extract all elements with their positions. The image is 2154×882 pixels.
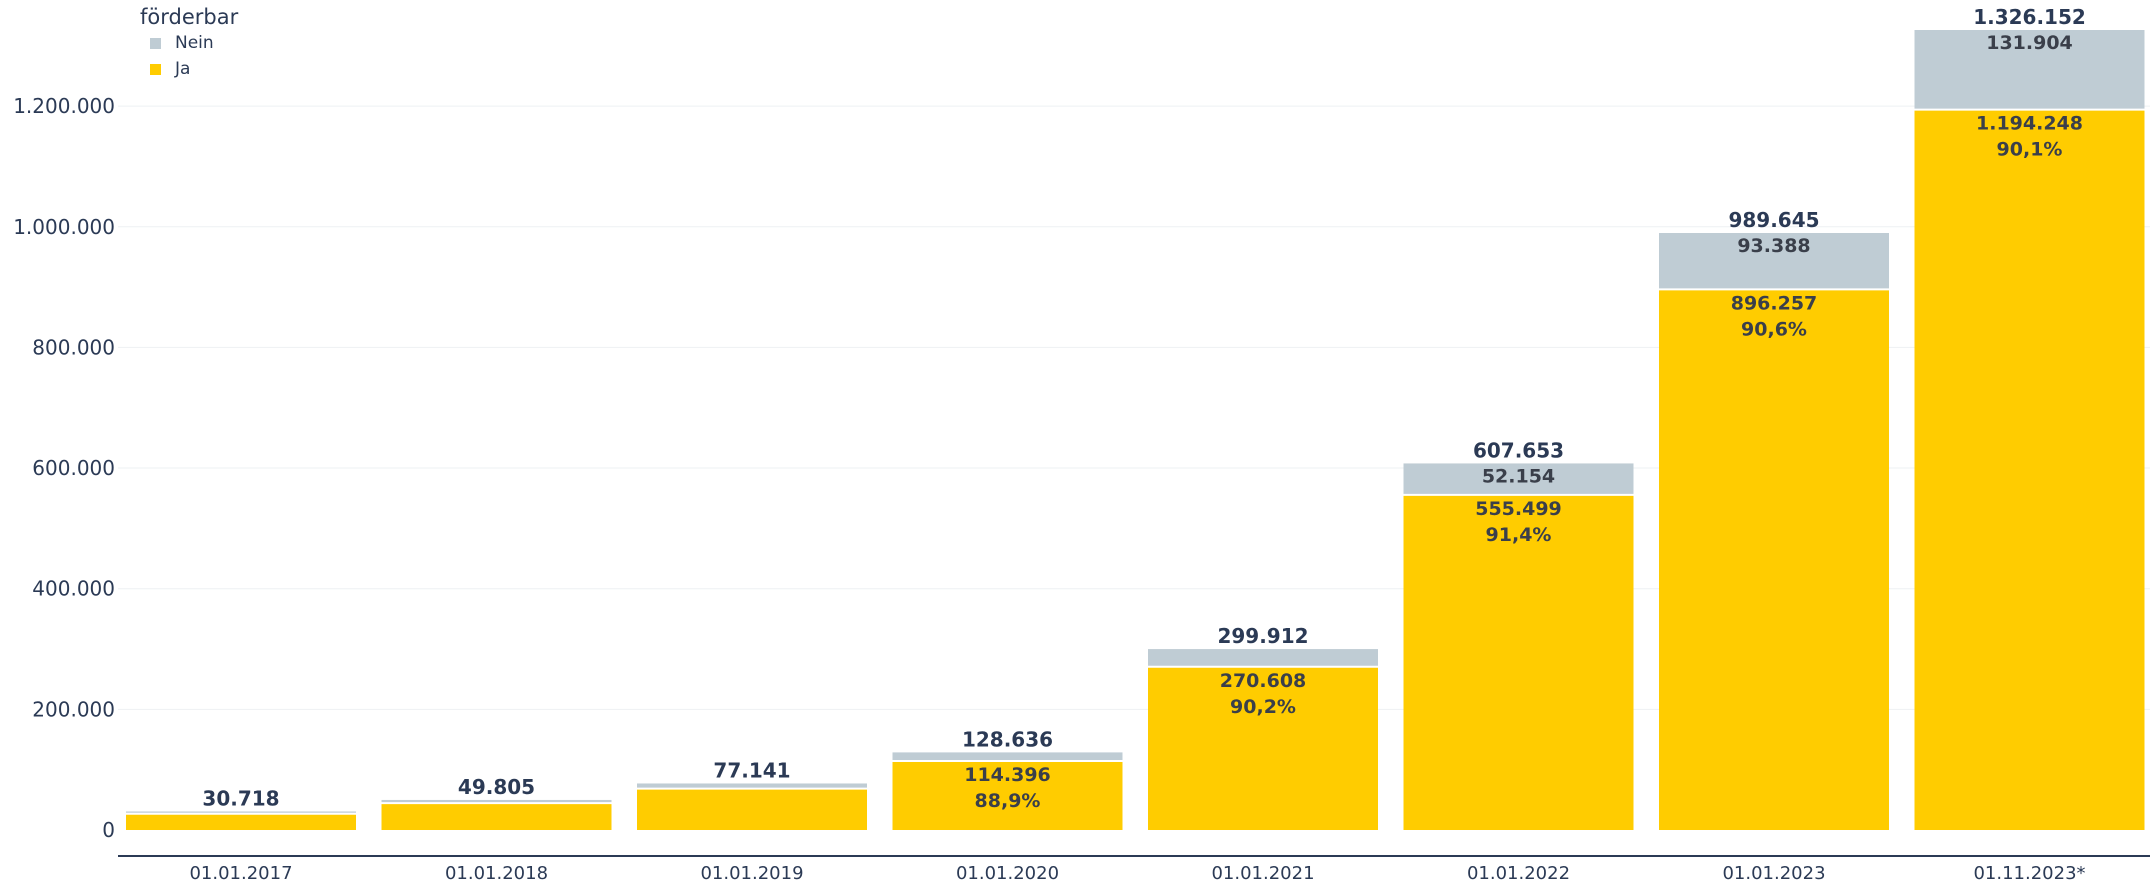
ja-value-label: 270.608: [1220, 670, 1307, 692]
bar-ja: [1403, 494, 1634, 830]
total-label: 299.912: [1217, 624, 1308, 648]
y-tick-label: 1.200.000: [13, 94, 115, 118]
legend-swatch-nein: [150, 37, 161, 49]
bar-ja: [126, 813, 356, 830]
ja-value-label: 896.257: [1731, 292, 1818, 314]
x-tick-label: 01.01.2018: [445, 863, 548, 882]
total-label: 77.141: [713, 758, 790, 782]
bar-nein: [1659, 232, 1889, 290]
nein-value-label: 131.904: [1986, 32, 2073, 54]
legend-item-nein[interactable]: Nein: [140, 30, 238, 56]
ja-value-label: 114.396: [964, 764, 1051, 786]
bar-nein: [1403, 463, 1634, 495]
bar-nein: [126, 811, 356, 814]
y-tick-label: 600.000: [32, 456, 115, 480]
ja-percent-label: 88,9%: [975, 790, 1041, 812]
nein-value-label: 52.154: [1482, 465, 1555, 487]
total-label: 1.326.152: [1973, 5, 2086, 29]
bar-nein: [1914, 30, 2145, 110]
ja-percent-label: 90,2%: [1230, 696, 1296, 718]
total-label: 989.645: [1728, 208, 1819, 232]
x-tick-label: 01.01.2023: [1722, 863, 1825, 882]
y-tick-label: 1.000.000: [13, 215, 115, 239]
total-label: 128.636: [962, 727, 1053, 751]
x-tick-label: 01.11.2023*: [1973, 863, 2085, 882]
total-label: 49.805: [458, 775, 535, 799]
x-tick-label: 01.01.2017: [189, 863, 292, 882]
legend-title: förderbar: [140, 5, 239, 29]
legend-label-ja: Ja: [175, 59, 191, 79]
ja-percent-label: 90,6%: [1741, 318, 1807, 340]
bar-ja: [637, 788, 867, 830]
ja-value-label: 1.194.248: [1976, 113, 2083, 135]
bar-ja: [1914, 109, 2145, 830]
legend-swatch-ja: [150, 63, 161, 75]
y-tick-label: 0: [102, 818, 115, 842]
legend: förderbar Nein Ja: [140, 4, 238, 82]
bar-nein: [381, 799, 612, 804]
bar-ja: [381, 803, 612, 830]
total-label: 30.718: [202, 786, 279, 810]
y-tick-label: 400.000: [32, 577, 115, 601]
y-tick-label: 200.000: [32, 697, 115, 721]
x-tick-label: 01.01.2022: [1467, 863, 1570, 882]
nein-value-label: 93.388: [1737, 235, 1810, 257]
bar-ja: [892, 760, 1123, 830]
x-tick-label: 01.01.2019: [700, 863, 803, 882]
bar-nein: [892, 752, 1123, 761]
bar-nein: [1148, 649, 1378, 667]
x-tick-label: 01.01.2021: [1211, 863, 1314, 882]
bar-ja: [1148, 666, 1378, 830]
legend-item-ja[interactable]: Ja: [140, 56, 238, 82]
total-label: 607.653: [1473, 438, 1564, 462]
ja-value-label: 555.499: [1475, 498, 1562, 520]
bar-nein: [637, 783, 867, 789]
ja-percent-label: 91,4%: [1486, 524, 1552, 546]
y-tick-label: 800.000: [32, 335, 115, 359]
legend-label-nein: Nein: [175, 33, 214, 53]
ja-percent-label: 90,1%: [1997, 139, 2063, 161]
bar-ja: [1659, 289, 1889, 831]
x-tick-label: 01.01.2020: [956, 863, 1059, 882]
